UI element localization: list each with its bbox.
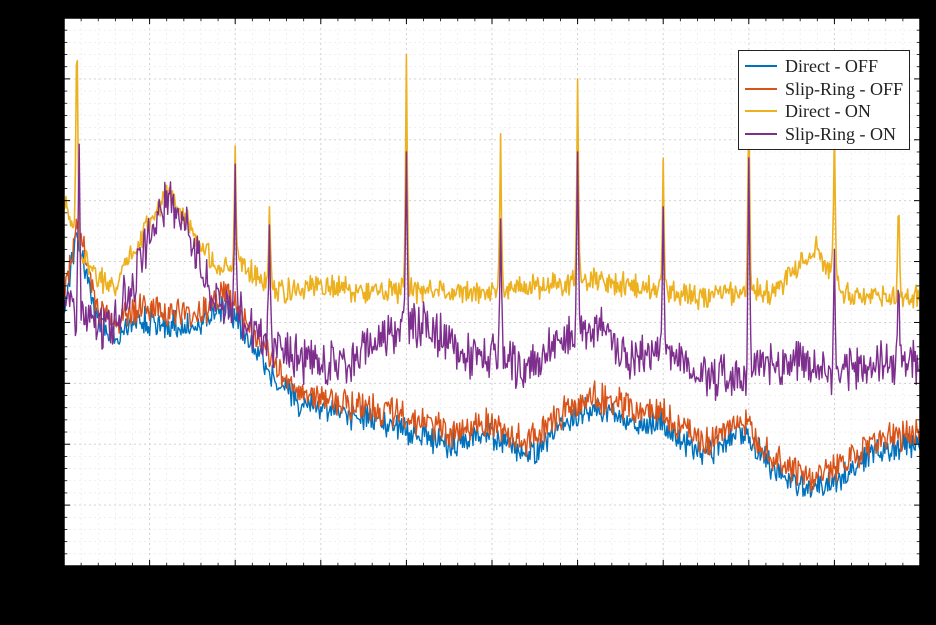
- legend-swatch: [745, 133, 777, 135]
- legend-label: Slip-Ring - ON: [785, 123, 896, 146]
- legend-label: Slip-Ring - OFF: [785, 78, 903, 101]
- series-slip-ring-off: [64, 219, 920, 491]
- legend-item: Slip-Ring - ON: [745, 123, 903, 146]
- legend-item: Direct - OFF: [745, 55, 903, 78]
- legend-item: Direct - ON: [745, 100, 903, 123]
- legend-swatch: [745, 65, 777, 67]
- legend-item: Slip-Ring - OFF: [745, 78, 903, 101]
- legend-label: Direct - ON: [785, 100, 871, 123]
- legend-swatch: [745, 88, 777, 90]
- legend: Direct - OFFSlip-Ring - OFFDirect - ONSl…: [738, 50, 910, 150]
- legend-label: Direct - OFF: [785, 55, 878, 78]
- legend-swatch: [745, 110, 777, 112]
